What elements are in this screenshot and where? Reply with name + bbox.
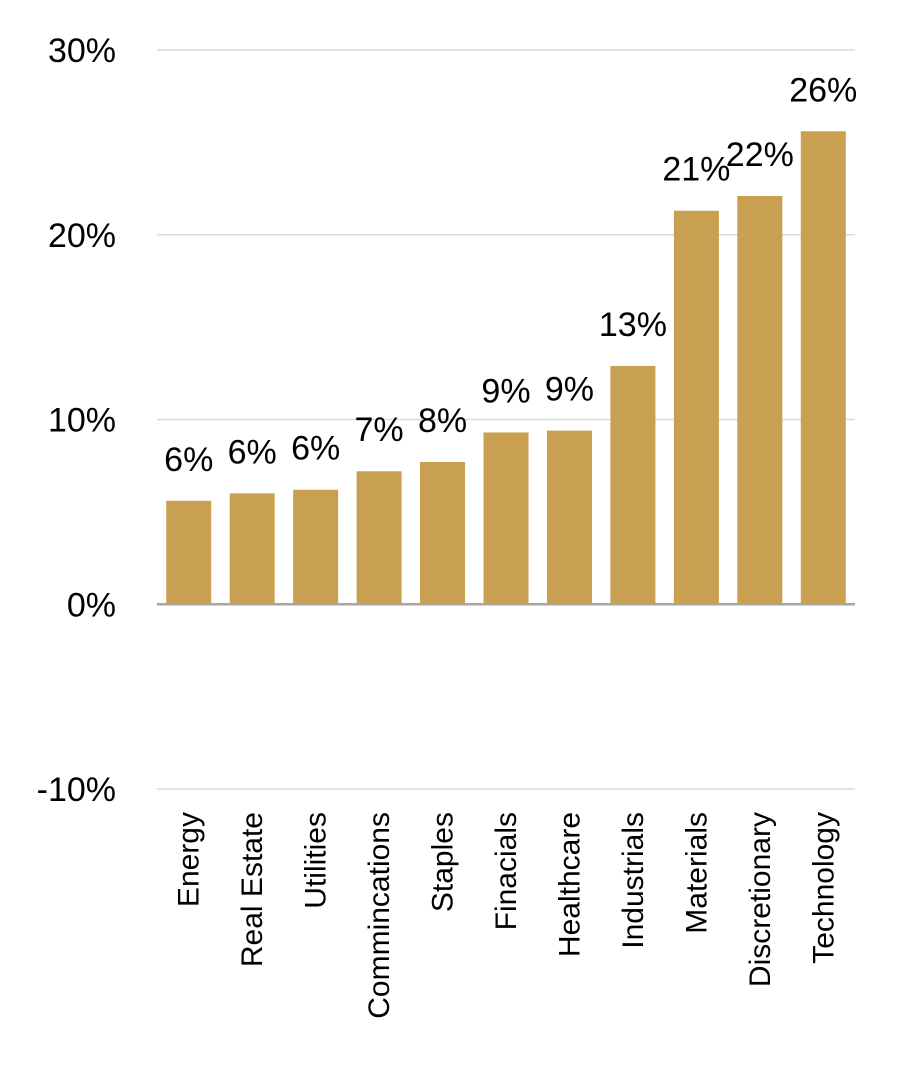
- y-tick-label: 10%: [48, 402, 116, 440]
- category-label: Staples: [427, 812, 460, 912]
- category-label: Healthcare: [553, 812, 586, 957]
- category-label: Discretionary: [744, 812, 777, 987]
- category-label: Utilities: [300, 812, 333, 909]
- bar: [673, 210, 719, 605]
- y-tick-label: 0%: [67, 586, 116, 624]
- bar: [546, 430, 592, 605]
- y-tick-label: -10%: [37, 771, 116, 809]
- data-label: 9%: [481, 372, 530, 410]
- bar: [166, 500, 212, 605]
- bar: [229, 493, 275, 605]
- data-label: 21%: [662, 151, 730, 189]
- category-label: Energy: [173, 812, 206, 907]
- bar: [483, 432, 529, 605]
- category-label: Technology: [807, 812, 840, 964]
- category-label: Industrials: [617, 812, 650, 949]
- bar: [737, 195, 783, 605]
- data-label: 26%: [789, 71, 857, 109]
- bar: [356, 471, 402, 605]
- data-label: 22%: [726, 136, 794, 174]
- data-label: 6%: [164, 441, 213, 479]
- bar: [610, 365, 656, 605]
- category-label: Real Estate: [236, 812, 269, 967]
- data-label: 13%: [599, 306, 667, 344]
- bar: [800, 131, 846, 605]
- data-label: 7%: [355, 411, 404, 449]
- bars: [166, 131, 846, 605]
- bar: [420, 461, 466, 605]
- data-label: 6%: [228, 433, 277, 471]
- category-label: Finacials: [490, 812, 523, 930]
- y-axis-tick-labels: 30% 20% 10% 0% -10%: [37, 32, 116, 809]
- y-tick-label: 30%: [48, 32, 116, 70]
- category-label: Commincations: [363, 812, 396, 1019]
- category-labels: Energy Real Estate Utilities Commincations S…: [173, 812, 841, 1019]
- data-label: 9%: [545, 371, 594, 409]
- category-label: Materials: [680, 812, 713, 934]
- y-tick-label: 20%: [48, 217, 116, 255]
- data-label: 8%: [418, 402, 467, 440]
- data-labels: 6% 6% 6% 7% 8%9% 9%13%21%22%26%: [164, 71, 857, 479]
- data-label: 6%: [291, 430, 340, 468]
- bar: [293, 489, 339, 605]
